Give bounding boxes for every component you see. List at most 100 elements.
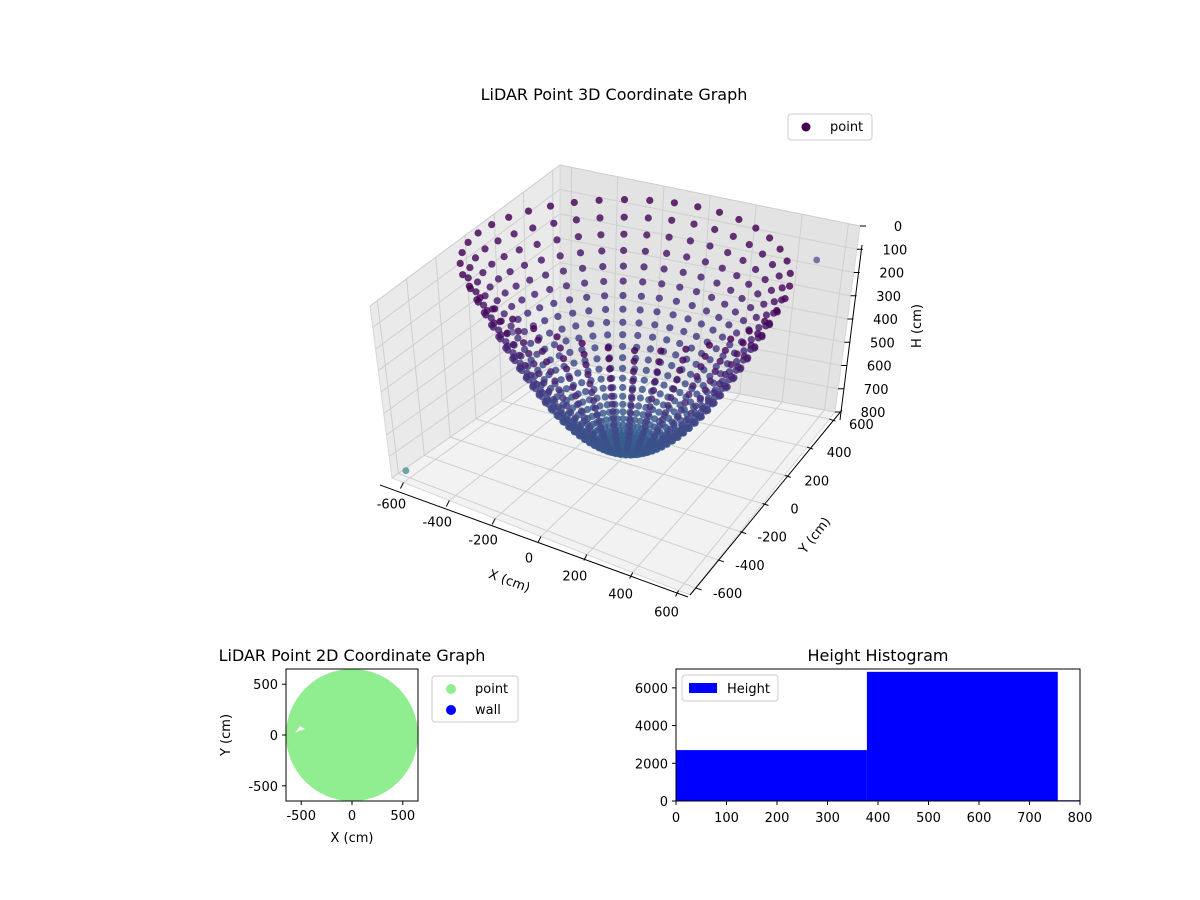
lidar-point-3d	[586, 425, 594, 433]
lidar-point-3d	[627, 409, 635, 418]
lidar-point-3d	[644, 214, 652, 222]
lidar-point-3d	[583, 420, 591, 428]
lidar-point-3d	[599, 263, 607, 271]
lidar-point-3d	[508, 302, 516, 311]
lidar-point-3d	[735, 215, 743, 224]
x-tick-label-hist: 700	[1017, 811, 1042, 826]
lidar-point-3d	[640, 428, 648, 436]
lidar-point-3d	[619, 291, 627, 300]
lidar-point-3d	[761, 276, 769, 284]
legend-histogram-swatch	[689, 683, 717, 693]
lidar-point-3d	[733, 350, 741, 358]
x-tick-mark-3d	[491, 518, 496, 525]
lidar-point-3d	[633, 409, 641, 417]
lidar-point-3d	[786, 269, 794, 277]
lidar-point-3d	[766, 234, 774, 242]
lidar-point-3d	[553, 236, 561, 244]
lidar-point-3d	[600, 277, 608, 286]
lidar-point-3d	[686, 237, 695, 245]
lidar-point-3d	[610, 414, 618, 422]
lidar-point-3d	[663, 336, 671, 344]
lidar-point-3d	[605, 355, 613, 363]
lidar-point-3d	[733, 329, 741, 337]
plot-area-2d	[286, 669, 418, 801]
x-tick-label-3d: 400	[608, 588, 633, 603]
lidar-point-3d	[620, 246, 628, 255]
y-tick-label-3d: -600	[713, 587, 743, 602]
z-tick-label-3d: 100	[882, 243, 907, 258]
lidar-point-3d	[767, 286, 776, 294]
chart-2d: LiDAR Point 2D Coordinate Graph -500 0 500…	[219, 646, 519, 846]
lidar-point-3d	[589, 332, 597, 340]
lidar-point-3d	[653, 368, 661, 376]
y-axis-label-3d: Y (cm)	[796, 515, 834, 558]
lidar-point-3d	[520, 328, 529, 336]
lidar-point-3d	[656, 422, 664, 430]
lidar-point-3d	[514, 315, 522, 323]
histogram-title: Height Histogram	[808, 646, 949, 665]
lidar-point-3d	[653, 427, 661, 435]
lidar-point-3d	[559, 355, 568, 363]
y-tick-label-hist: 6000	[635, 682, 668, 697]
y-tick-label-2d: 0	[270, 729, 278, 744]
lidar-point-3d	[619, 383, 627, 392]
lidar-point-3d	[558, 325, 566, 333]
lidar-point-3d	[506, 268, 514, 276]
lidar-point-3d	[629, 377, 637, 385]
lidar-point-3d	[476, 294, 484, 302]
lidar-point-3d	[626, 422, 634, 430]
lidar-point-3d	[610, 420, 618, 429]
lidar-point-3d	[655, 358, 663, 366]
lidar-point-3d	[619, 374, 627, 382]
lidar-point-3d	[747, 341, 755, 349]
lidar-point-3d	[530, 325, 538, 333]
lidar-point-3d	[578, 339, 586, 347]
lidar-point-3d	[607, 384, 615, 392]
lidar-point-3d	[581, 279, 589, 287]
lidar-point-3d	[564, 416, 572, 424]
lidar-point-3d	[679, 356, 687, 364]
lidar-point-3d	[646, 403, 654, 411]
lidar-point-3d	[713, 279, 721, 287]
lidar-point-3d	[542, 271, 550, 279]
lidar-point-3d	[514, 327, 522, 335]
lidar-point-3d	[657, 347, 665, 355]
lidar-point-3d	[663, 249, 671, 257]
lidar-point-3d	[562, 282, 571, 290]
lidar-point-3d	[651, 377, 659, 386]
lidar-point-3d	[573, 427, 581, 435]
lidar-point-3d	[578, 379, 586, 387]
lidar-point-3d	[672, 297, 681, 305]
lidar-point-3d	[639, 278, 647, 286]
y-tick-label-2d: 500	[253, 678, 278, 693]
lidar-point-3d	[668, 362, 676, 370]
lidar-point-3d	[628, 394, 636, 402]
lidar-point-3d	[566, 296, 574, 304]
x-tick-label-2d: -500	[286, 809, 316, 824]
lidar-point-3d	[604, 344, 612, 352]
lidar-point-3d	[576, 249, 585, 257]
lidar-point-3d	[739, 339, 747, 347]
lidar-point-3d	[534, 336, 542, 344]
lidar-point-3d	[715, 313, 723, 322]
lidar-point-3d	[544, 397, 552, 405]
lidar-point-3d	[606, 365, 614, 373]
lidar-point-3d	[716, 357, 724, 365]
lidar-point-3d	[644, 356, 652, 364]
legend-2d-wall-marker	[446, 705, 456, 715]
lidar-point-3d	[505, 213, 513, 221]
lidar-point-3d	[620, 196, 629, 204]
lidar-point-3d	[497, 331, 505, 339]
lidar-point-3d	[706, 242, 714, 250]
ticks-histogram: 0 100 200 300 400 500 600 700 800 0 2000 4000 6000	[635, 682, 1093, 826]
ticks-2d: -500 0 500 -500 0 500	[248, 678, 415, 824]
lidar-point-3d	[727, 286, 735, 294]
lidar-point-3d	[488, 221, 496, 229]
lidar-point-3d	[676, 283, 684, 291]
lidar-point-3d	[687, 409, 695, 417]
grid-line-z	[380, 261, 848, 393]
outlier-point-3d	[813, 256, 821, 264]
lidar-point-3d	[473, 278, 482, 286]
lidar-point-3d	[593, 355, 601, 363]
lidar-point-3d	[559, 410, 567, 418]
